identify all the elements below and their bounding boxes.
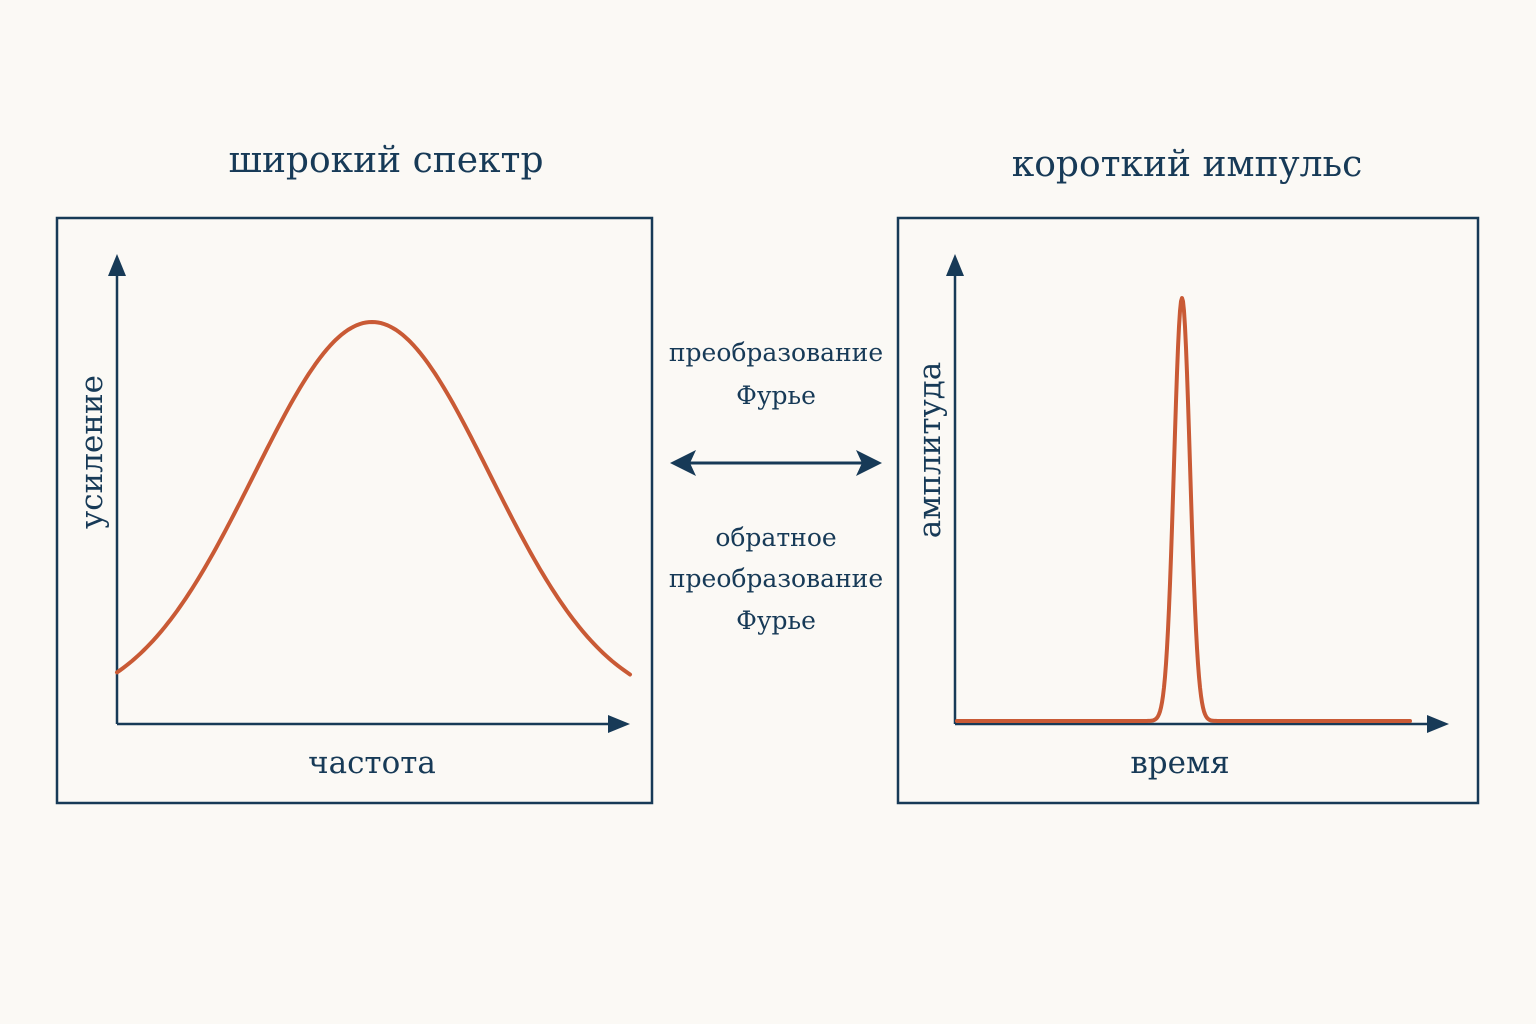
inverse-transform-label-line-1: обратное [715,523,836,552]
left-panel-frame [55,216,654,805]
right-panel-title: короткий импульс [1012,144,1363,185]
right-x-axis-arrowhead [1427,715,1449,733]
left-y-axis-label: усиление [74,375,110,529]
right-panel: короткий импульс время амплитуда [896,144,1480,805]
left-panel: широкий спектр частота усиление [55,140,654,805]
left-x-axis-label: частота [308,745,436,781]
double-arrow-left-head [670,450,696,476]
right-panel-frame [896,216,1480,805]
left-x-axis-arrowhead [608,715,630,733]
left-panel-title: широкий спектр [228,140,543,181]
forward-transform-label-line-1: преобразование [669,338,883,367]
left-y-axis-arrowhead [108,254,126,276]
transform-section: преобразование Фурье обратное преобразов… [669,338,883,635]
short-pulse-curve [955,296,1412,723]
right-y-axis-label: амплитуда [912,362,948,539]
forward-transform-label-line-2: Фурье [736,381,816,410]
right-x-axis-label: время [1130,745,1229,781]
broad-spectrum-curve [115,320,632,677]
inverse-transform-label-line-2: преобразование [669,564,883,593]
right-y-axis-arrowhead [946,254,964,276]
inverse-transform-label-line-3: Фурье [736,606,816,635]
double-arrow-right-head [856,450,882,476]
